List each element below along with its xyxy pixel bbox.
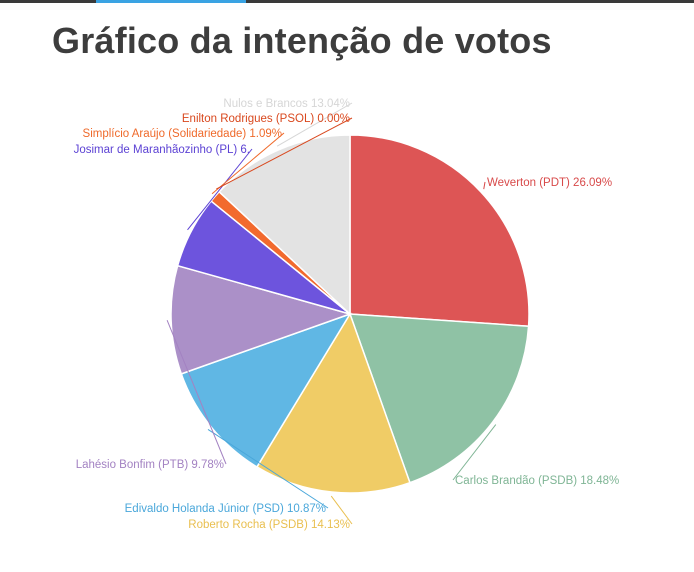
top-bar-accent xyxy=(96,0,246,3)
leader-line-2 xyxy=(330,495,353,525)
slice-label-7: Enilton Rodrigues (PSOL) 0.00% xyxy=(182,113,350,125)
leader-line-6 xyxy=(211,132,285,195)
leader-line-0 xyxy=(483,181,486,190)
slice-label-5: Josimar de Maranhãozinho (PL) 6. xyxy=(74,144,250,156)
pie-slice-1[interactable] xyxy=(348,313,530,484)
slice-label-3: Edivaldo Holanda Júnior (PSD) 10.87% xyxy=(125,503,326,515)
slice-label-6: Simplício Araújo (Solidariedade) 1.09% xyxy=(83,128,282,140)
leader-line-8 xyxy=(276,102,353,147)
pie-slice-8[interactable] xyxy=(218,134,351,316)
pie-slice-2[interactable] xyxy=(255,312,411,494)
slice-label-1: Carlos Brandão (PSDB) 18.48% xyxy=(455,475,619,487)
slice-label-0: Weverton (PDT) 26.09% xyxy=(487,177,612,189)
pie-slice-0[interactable] xyxy=(349,134,530,328)
leader-line-5 xyxy=(187,148,253,231)
leader-line-4 xyxy=(166,320,227,465)
leader-line-1 xyxy=(452,424,497,481)
slice-label-4: Lahésio Bonfim (PTB) 9.78% xyxy=(76,459,224,471)
leader-line-3 xyxy=(207,429,329,509)
leader-line-7 xyxy=(216,117,353,190)
top-bar xyxy=(0,0,694,3)
slice-label-8: Nulos e Brancos 13.04% xyxy=(223,98,350,110)
page-title: Gráfico da intenção de votos xyxy=(52,20,552,61)
slice-label-2: Roberto Rocha (PSDB) 14.13% xyxy=(188,519,350,531)
pie-slice-4[interactable] xyxy=(170,264,353,375)
